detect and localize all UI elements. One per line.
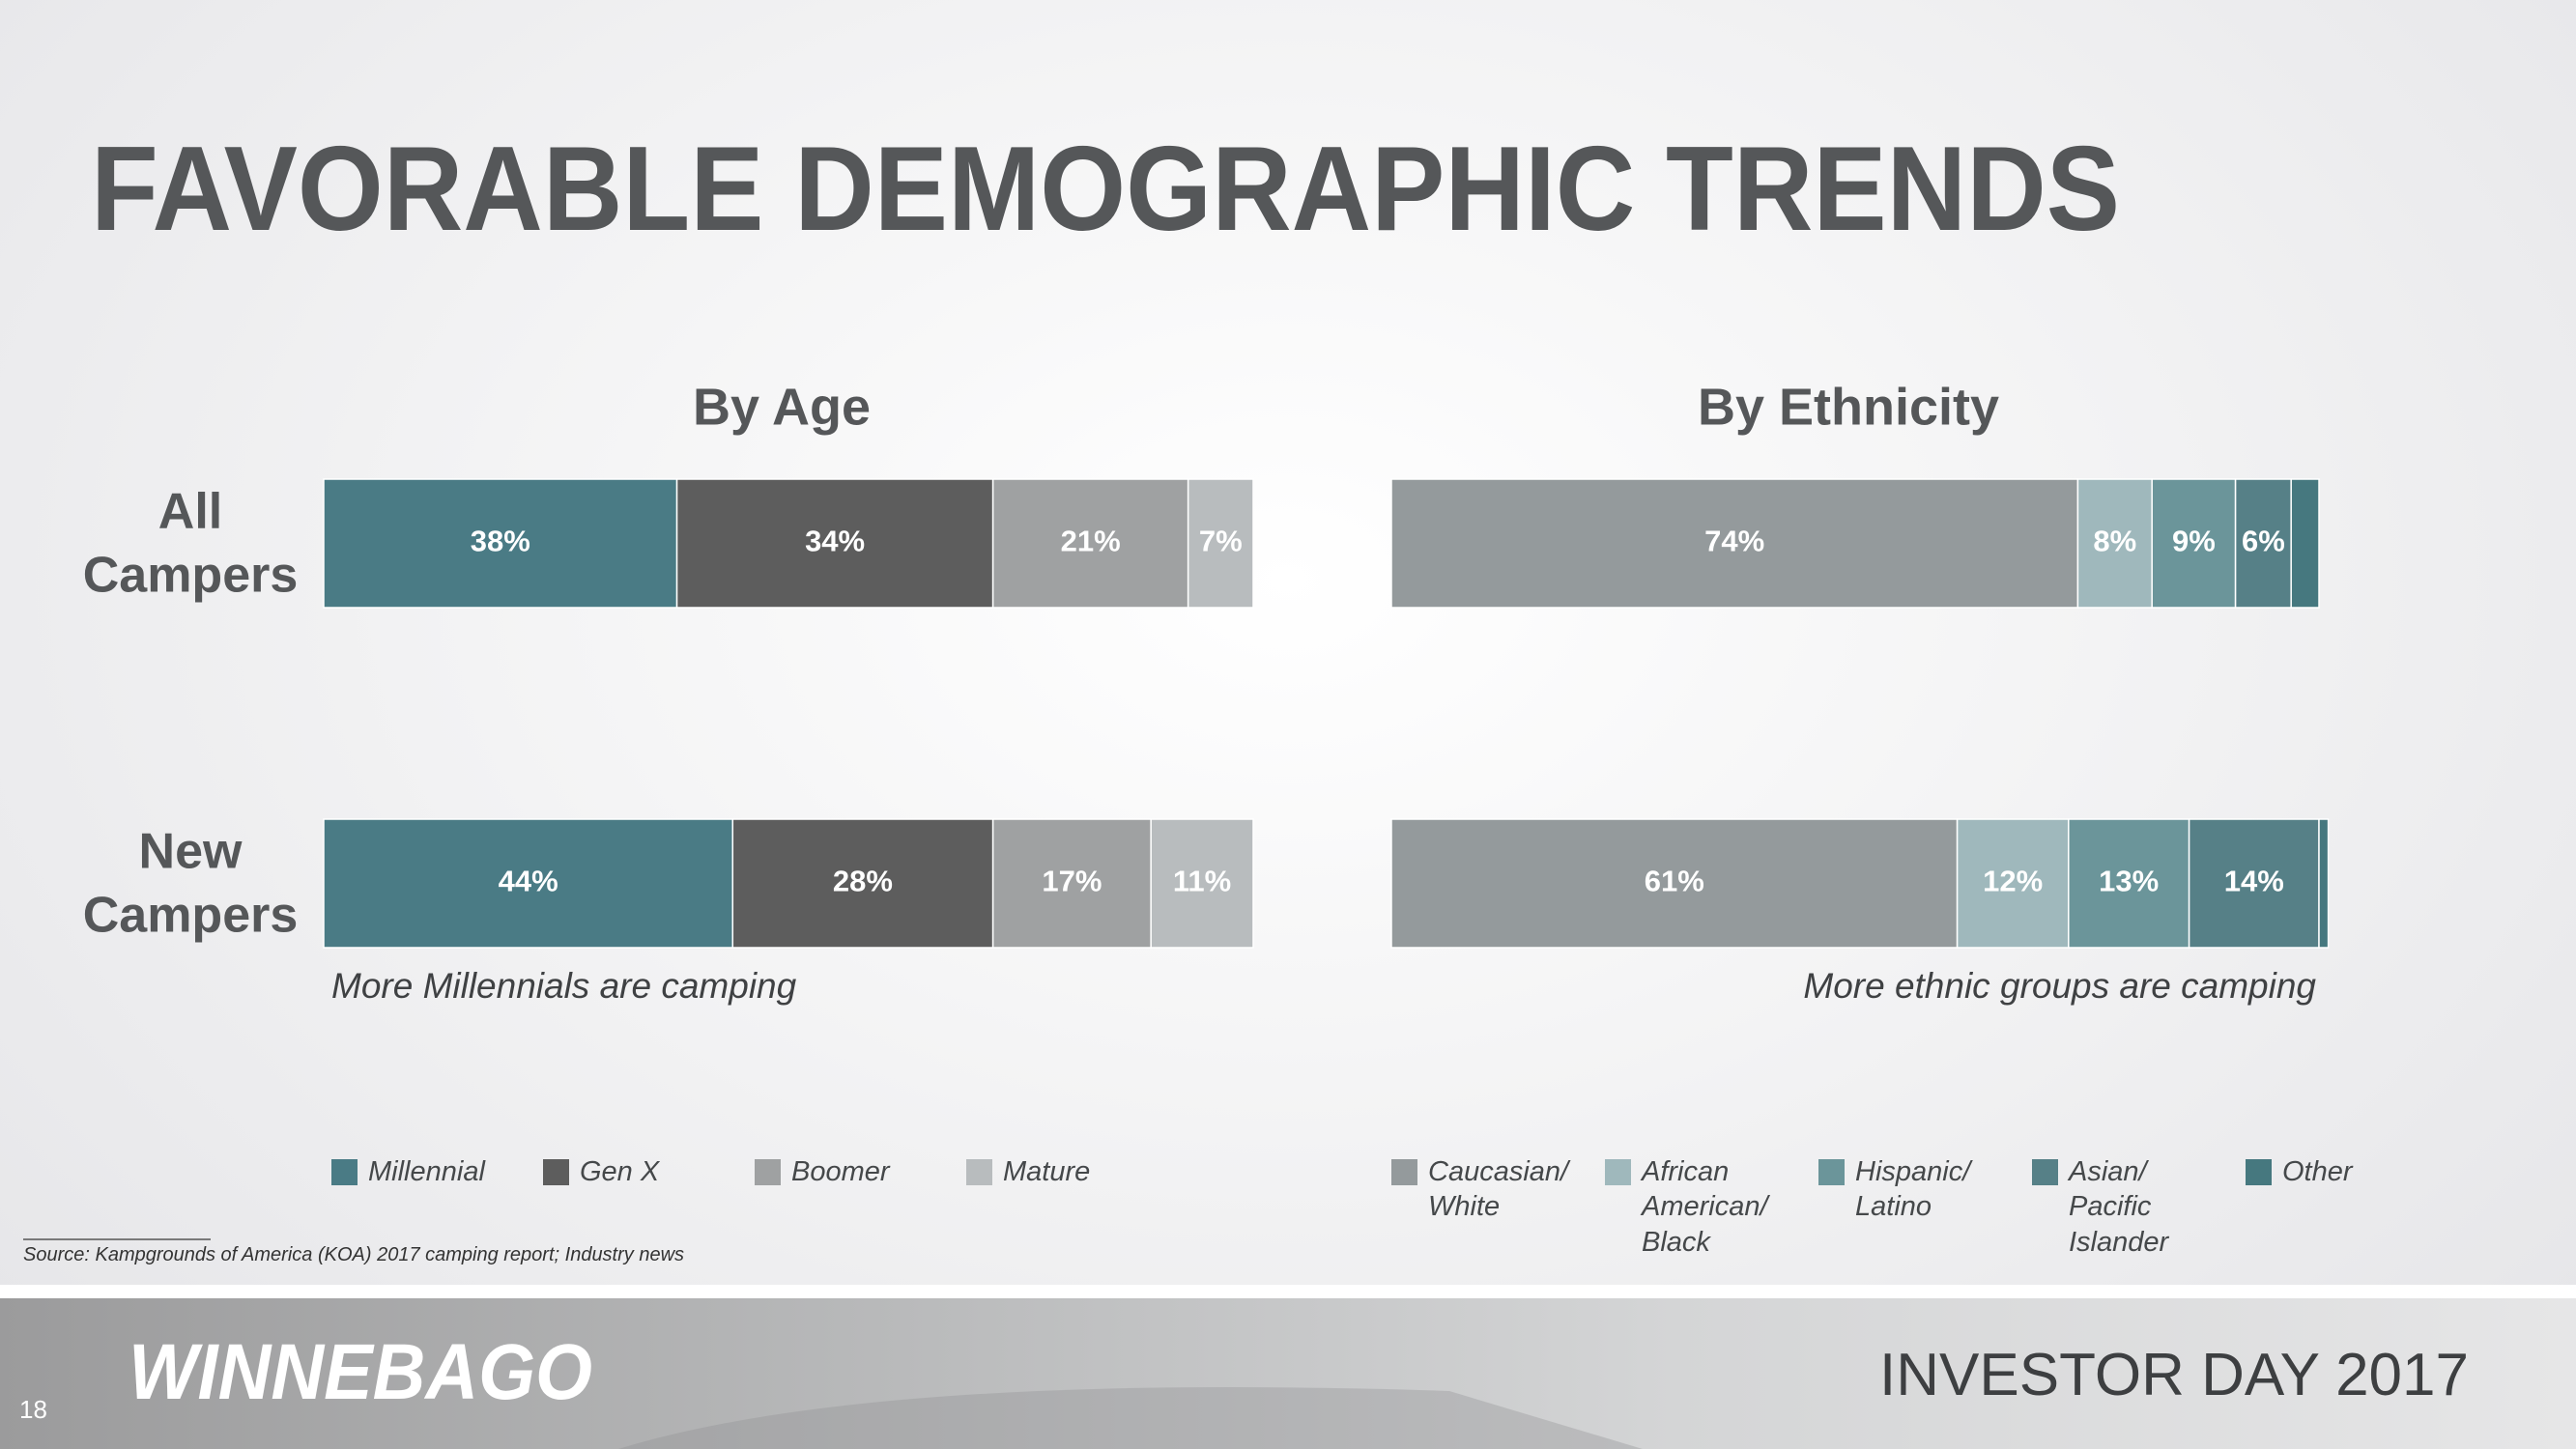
value-label: 21% xyxy=(1061,525,1121,558)
bar-segment xyxy=(323,478,678,609)
legend-swatch xyxy=(755,1159,781,1185)
slide-title: FAVORABLE DEMOGRAPHIC TRENDS xyxy=(91,123,2120,256)
value-label: 14% xyxy=(2224,865,2284,898)
bar-segment xyxy=(731,818,994,949)
value-label: 6% xyxy=(2242,525,2285,558)
bar-segment xyxy=(323,818,734,949)
annotation: More ethnic groups are camping xyxy=(1803,966,2316,1006)
legend-swatch xyxy=(2032,1159,2058,1185)
value-label: 38% xyxy=(471,525,530,558)
legend-label: Asian/ Pacific Islander xyxy=(2069,1156,2169,1258)
legend-swatch xyxy=(543,1159,569,1185)
bar-segment xyxy=(991,818,1152,949)
legend-label: Other xyxy=(2282,1156,2353,1187)
logo: WINNEBAGO xyxy=(129,1328,592,1416)
bar-segment xyxy=(2076,478,2153,609)
value-label: 61% xyxy=(1645,865,1704,898)
page-number: 18 xyxy=(19,1395,47,1424)
value-label: 13% xyxy=(2099,865,2159,898)
value-label: 34% xyxy=(805,525,865,558)
legend-swatch xyxy=(1818,1159,1845,1185)
legend-label: Hispanic/ Latino xyxy=(1855,1156,1971,1223)
value-label: 12% xyxy=(1983,865,2043,898)
bar-segment xyxy=(1390,478,2079,609)
bar-segment xyxy=(2188,818,2320,949)
bar-segment xyxy=(2290,478,2320,609)
legend-label: Mature xyxy=(1003,1156,1091,1187)
value-label: 17% xyxy=(1042,865,1102,898)
footer-band xyxy=(0,1285,2576,1449)
legend-swatch xyxy=(2246,1159,2272,1185)
bar-segment xyxy=(1187,478,1254,609)
bar-segment xyxy=(1390,818,1959,949)
value-label: 7% xyxy=(1199,525,1243,558)
chart-title: By Ethnicity xyxy=(1698,378,1999,436)
value-label: 74% xyxy=(1704,525,1764,558)
footer-road xyxy=(618,1387,1643,1449)
value-label: 8% xyxy=(2093,525,2136,558)
source-note: Source: Kampgrounds of America (KOA) 201… xyxy=(23,1244,685,1265)
bar-segment xyxy=(991,478,1189,609)
legend-label: Gen X xyxy=(580,1156,660,1187)
bar-segment xyxy=(2318,818,2330,949)
category-label: New Campers xyxy=(82,822,299,944)
category-label: All Campers xyxy=(82,482,299,604)
bar-segment xyxy=(2234,478,2292,609)
bar-segment xyxy=(2151,478,2237,609)
chart-title: By Age xyxy=(693,378,871,436)
legend-label: Boomer xyxy=(791,1156,890,1187)
legend-label: Millennial xyxy=(368,1156,485,1187)
annotation: More Millennials are camping xyxy=(331,966,797,1006)
bar-segment xyxy=(675,478,994,609)
legend-swatch xyxy=(1391,1159,1417,1185)
value-label: 9% xyxy=(2172,525,2216,558)
legend-label: Caucasian/ White xyxy=(1428,1156,1569,1223)
value-label: 11% xyxy=(1173,865,1231,898)
legend-label: African American/ Black xyxy=(1642,1156,1768,1258)
value-label: 44% xyxy=(499,865,558,898)
legend-swatch xyxy=(1605,1159,1631,1185)
footer-text: INVESTOR DAY 2017 xyxy=(1879,1342,2469,1408)
bar-segment xyxy=(2068,818,2190,949)
legend-swatch xyxy=(966,1159,992,1185)
legend-swatch xyxy=(331,1159,358,1185)
bar-segment xyxy=(1150,818,1254,949)
value-label: 28% xyxy=(833,865,893,898)
footer-stripe xyxy=(0,1285,2576,1298)
